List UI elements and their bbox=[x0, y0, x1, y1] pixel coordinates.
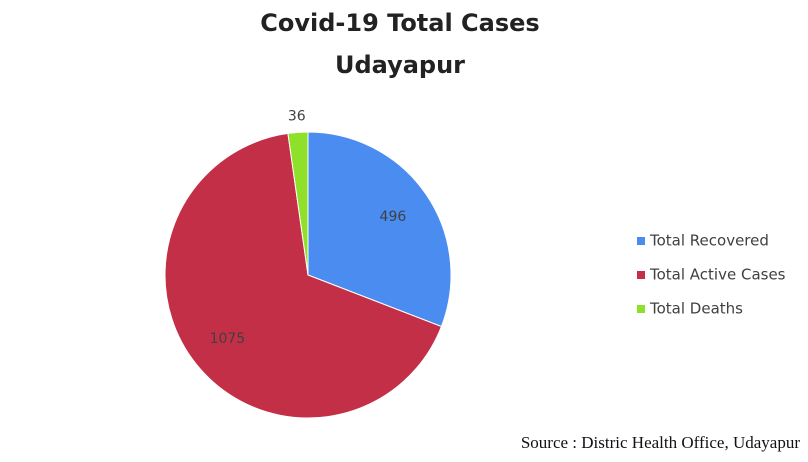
pie-slice bbox=[307, 131, 452, 328]
legend-label: Total Active Cases bbox=[649, 266, 786, 284]
legend-label: Total Recovered bbox=[649, 232, 769, 250]
pie-slice bbox=[164, 132, 443, 419]
pie-slice bbox=[287, 131, 309, 276]
legend-swatch bbox=[637, 271, 645, 279]
chart-title: Covid-19 Total Cases bbox=[260, 9, 539, 37]
data-label: 36 bbox=[288, 108, 306, 124]
chart-subtitle: Udayapur bbox=[335, 51, 465, 79]
legend-swatch bbox=[637, 305, 645, 313]
legend-swatch bbox=[637, 237, 645, 245]
legend-label: Total Deaths bbox=[649, 300, 743, 318]
data-label: 496 bbox=[380, 209, 407, 225]
source-note: Source : Distric Health Office, Udayapur bbox=[521, 433, 800, 452]
data-label: 1075 bbox=[210, 331, 246, 347]
